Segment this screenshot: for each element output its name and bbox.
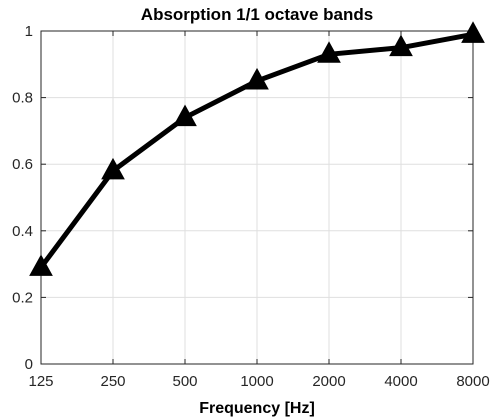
- y-tick-label: 0.2: [12, 289, 33, 306]
- series-layer: [29, 21, 485, 276]
- data-point-marker: [389, 34, 413, 57]
- x-tick-label: 125: [28, 373, 53, 390]
- chart-title: Absorption 1/1 octave bands: [141, 5, 373, 24]
- data-point-marker: [317, 41, 341, 63]
- x-tick-label: 4000: [384, 373, 417, 390]
- x-tick-label: 1000: [240, 373, 273, 390]
- x-tick-label: 8000: [456, 373, 489, 390]
- data-point-marker: [461, 21, 485, 43]
- data-point-marker: [245, 67, 269, 90]
- data-point-marker: [29, 254, 53, 276]
- data-point-marker: [173, 104, 197, 127]
- axis-ticks: 125 250 500 1000 2000 4000 8000 0 0.2 0.4 0.6 0.8 1: [12, 23, 490, 390]
- x-tick-label: 500: [172, 373, 197, 390]
- data-point-marker: [101, 157, 125, 180]
- y-tick-label: 0.8: [12, 90, 33, 107]
- y-tick-label: 0.4: [12, 223, 33, 240]
- y-tick-label: 0: [25, 356, 33, 373]
- y-tick-label: 1: [25, 23, 33, 40]
- x-tick-label: 2000: [312, 373, 345, 390]
- x-tick-label: 250: [100, 373, 125, 390]
- y-tick-label: 0.6: [12, 156, 33, 173]
- x-axis-label: Frequency [Hz]: [199, 400, 315, 417]
